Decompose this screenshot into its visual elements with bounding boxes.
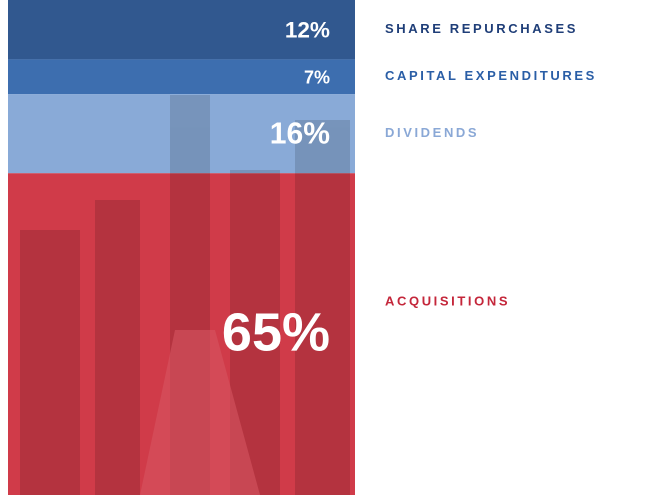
labels: 12% SHARE REPURCHASES 7% CAPITAL EXPENDITUR… bbox=[222, 18, 597, 363]
building bbox=[170, 95, 210, 495]
value-label: 16% bbox=[270, 118, 330, 151]
building bbox=[20, 230, 80, 495]
legend-label: SHARE REPURCHASES bbox=[385, 21, 578, 36]
legend-label: CAPITAL EXPENDITURES bbox=[385, 68, 597, 83]
legend-label: ACQUISITIONS bbox=[385, 293, 510, 308]
value-label: 7% bbox=[304, 67, 330, 87]
bar-segment bbox=[8, 94, 355, 174]
bar-segment bbox=[8, 173, 355, 495]
building bbox=[230, 170, 280, 495]
building bbox=[295, 120, 350, 495]
street bbox=[140, 330, 260, 495]
value-label: 12% bbox=[285, 18, 330, 43]
city-backdrop bbox=[20, 95, 350, 495]
bar-segment bbox=[8, 59, 355, 95]
value-label: 65% bbox=[222, 302, 330, 362]
building bbox=[95, 200, 140, 495]
bar-stack bbox=[8, 0, 355, 495]
legend-label: DIVIDENDS bbox=[385, 125, 479, 140]
bar-segment bbox=[8, 0, 355, 60]
